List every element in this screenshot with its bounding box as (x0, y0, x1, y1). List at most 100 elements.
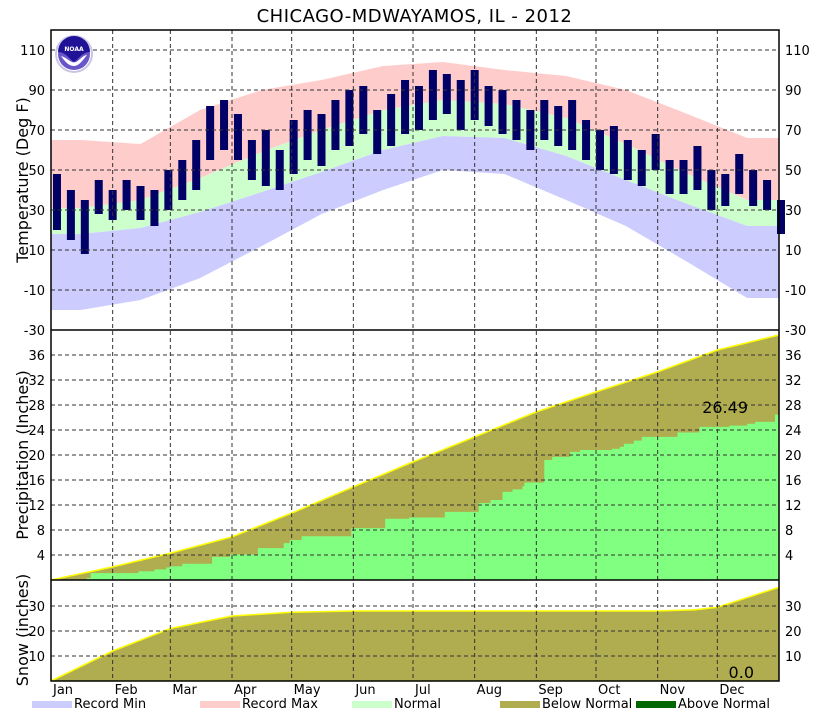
temp-tick-left: 10 (28, 244, 45, 259)
observed-temp-bar (721, 174, 730, 206)
observed-temp-bar (484, 86, 493, 126)
precip-tick-left: 20 (28, 449, 45, 464)
month-label: May (294, 683, 321, 698)
observed-temp-bar (568, 100, 577, 150)
precipitation-panel (50, 334, 780, 581)
precip-tick-right: 28 (785, 399, 802, 414)
observed-temp-bar (220, 100, 229, 150)
temp-tick-right: 10 (785, 244, 802, 259)
observed-temp-bar (498, 90, 507, 134)
observed-temp-bar (763, 180, 772, 210)
precip-normal-line (50, 334, 780, 581)
observed-temp-bar (247, 140, 256, 180)
month-label: Mar (172, 683, 197, 698)
observed-temp-bar (52, 174, 61, 230)
temp-tick-right: -10 (785, 284, 806, 299)
observed-temp-bar (345, 90, 354, 146)
temp-tick-left: 30 (28, 204, 45, 219)
observed-temp-bar (233, 114, 242, 160)
legend-above-normal: Above Normal (636, 697, 770, 712)
snow-tick-right: 20 (785, 625, 802, 640)
observed-temp-bar (512, 100, 521, 140)
observed-temp-bar (595, 130, 604, 170)
precip-observed-area (51, 414, 779, 580)
gridlines (50, 29, 780, 682)
plot-border (50, 29, 780, 682)
precip-tick-left: 32 (28, 374, 45, 389)
observed-temp-bar (776, 200, 785, 234)
legend-swatch (352, 701, 392, 708)
snow-below-normal-area (51, 587, 779, 681)
snow-axis-label: Snow (inches) (13, 574, 32, 686)
observed-temp-bar (442, 74, 451, 114)
observed-temp-bar (94, 180, 103, 214)
observed-temp-bar (150, 190, 159, 226)
observed-temp-bar (387, 94, 396, 146)
precip-tick-left: 24 (28, 424, 45, 439)
record-max-band (51, 62, 779, 208)
legend-record-min: Record Min (32, 697, 146, 712)
legend-label: Normal (394, 697, 442, 712)
legend-swatch (500, 701, 540, 708)
temp-tick-left: 110 (20, 44, 45, 59)
precip-total-annotation: 26.49 (702, 398, 748, 417)
observed-temp-bar (623, 140, 632, 180)
legend-swatch (32, 701, 72, 708)
precip-tick-left: 8 (37, 524, 45, 539)
observed-temp-bar (289, 120, 298, 174)
noaa-logo: NOAA (55, 35, 93, 73)
legend-record-max: Record Max (200, 697, 318, 712)
logo-text: NOAA (64, 46, 84, 53)
axis-labels: 110 110 90 90 70 70 50 50 30 30 10 10 -10 -10 -30 -30 36… (13, 44, 810, 698)
precip-tick-left: 28 (28, 399, 45, 414)
legend-label: Above Normal (678, 697, 770, 712)
precip-tick-right: 8 (785, 524, 793, 539)
precip-tick-right: 20 (785, 449, 802, 464)
observed-temp-bar (414, 86, 423, 130)
observed-temp-bar (192, 140, 201, 190)
temp-tick-right: 50 (785, 164, 802, 179)
observed-temp-bar (178, 160, 187, 200)
observed-temp-bar (679, 160, 688, 194)
precip-tick-left: 16 (28, 474, 45, 489)
month-label: Apr (234, 683, 257, 698)
observed-temp-bar (428, 70, 437, 120)
observed-temp-bar (80, 200, 89, 254)
precip-tick-right: 36 (785, 349, 802, 364)
legend-swatch (636, 701, 676, 708)
month-label: Jul (414, 683, 431, 698)
observed-temp-bar (275, 150, 284, 190)
month-label: Oct (598, 683, 620, 698)
month-label: Nov (660, 683, 686, 698)
observed-temp-bar (456, 80, 465, 130)
snow-tick-left: 10 (28, 650, 45, 665)
snow-tick-right: 30 (785, 600, 802, 615)
snow-panel (50, 586, 780, 682)
observed-temp-bar (122, 180, 131, 210)
observed-temp-bar (749, 170, 758, 206)
temp-tick-right: -30 (785, 324, 806, 339)
precip-tick-left: 12 (28, 499, 45, 514)
snow-tick-left: 30 (28, 600, 45, 615)
legend-swatch (200, 701, 240, 708)
temp-tick-right: 110 (785, 44, 810, 59)
observed-temp-bar (136, 186, 145, 220)
legend-label: Record Max (242, 697, 318, 712)
observed-temp-bar (317, 114, 326, 166)
month-label: Jun (354, 683, 375, 698)
snow-tick-right: 10 (785, 650, 802, 665)
precip-tick-right: 24 (785, 424, 802, 439)
temp-tick-right: 70 (785, 124, 802, 139)
legend-normal: Normal (352, 697, 441, 712)
observed-temp-bar (693, 146, 702, 190)
precip-axis-label: Precipitation (Inches) (13, 370, 32, 540)
temp-tick-left: 90 (28, 84, 45, 99)
observed-temp-bar (609, 126, 618, 174)
chart-title: CHICAGO-MDWAYAMOS, IL - 2012 (256, 6, 573, 27)
precip-tick-right: 32 (785, 374, 802, 389)
observed-temp-bar (582, 120, 591, 160)
observed-temp-bar (554, 106, 563, 146)
observed-temp-bar (637, 150, 646, 186)
observed-temp-bar (303, 110, 312, 160)
